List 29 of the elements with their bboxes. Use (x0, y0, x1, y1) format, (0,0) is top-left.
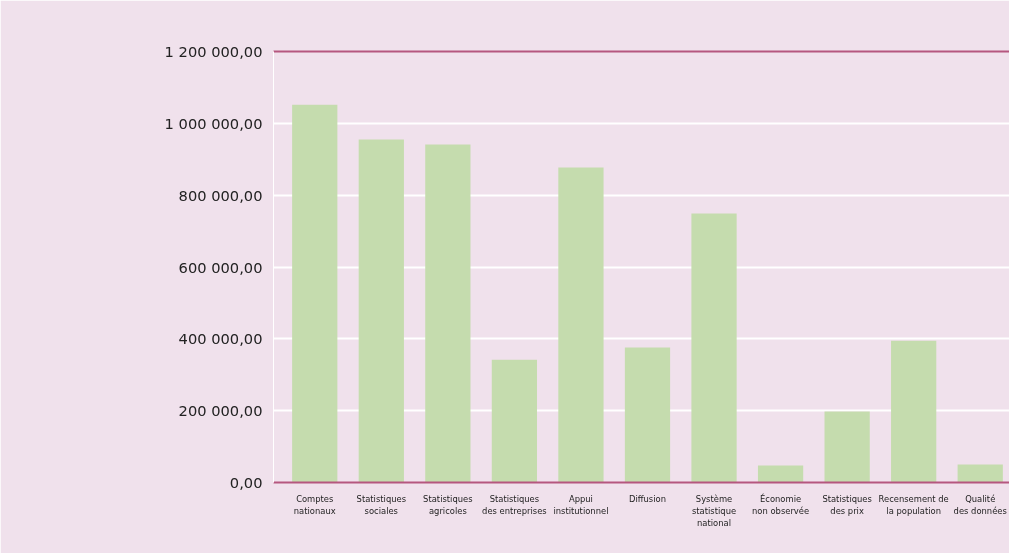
x-tick-label: Recensement de la population (878, 493, 949, 516)
x-tick-label: Statistiques des prix (822, 493, 872, 516)
bar (891, 340, 937, 483)
y-tick-label: 0,00 (229, 474, 263, 491)
bar (957, 464, 1003, 483)
y-tick-label: 200 000,00 (178, 402, 263, 420)
x-tick-label: Statistiques sociales (356, 493, 407, 516)
y-tick-label: 1 200 000,00 (164, 43, 263, 60)
x-tick-label: Économie non observée (752, 492, 810, 516)
x-tick-label: Appui institutionnel (553, 493, 609, 516)
x-tick-label: Qualité des données (953, 493, 1007, 516)
x-tick-label: Diffusion (629, 493, 666, 504)
bar (358, 139, 404, 483)
bar (292, 104, 338, 483)
bar (491, 359, 538, 483)
y-tick-label: 1 000 000,00 (164, 114, 263, 132)
x-tick-label: Système statistique national (691, 493, 737, 528)
x-tick-label: Statistiques des entreprises (482, 493, 547, 516)
bar (824, 411, 870, 483)
y-tick-label: 400 000,00 (178, 330, 263, 348)
bar (558, 167, 604, 483)
y-tick-label: 600 000,00 (178, 258, 263, 276)
x-tick-label: Statistiques agricoles (423, 493, 473, 516)
y-tick-label: 800 000,00 (178, 186, 263, 204)
x-tick-label: Comptes nationaux (293, 493, 336, 516)
bar (425, 144, 471, 483)
bar (757, 465, 804, 483)
bar (691, 213, 737, 483)
bar (624, 347, 671, 483)
